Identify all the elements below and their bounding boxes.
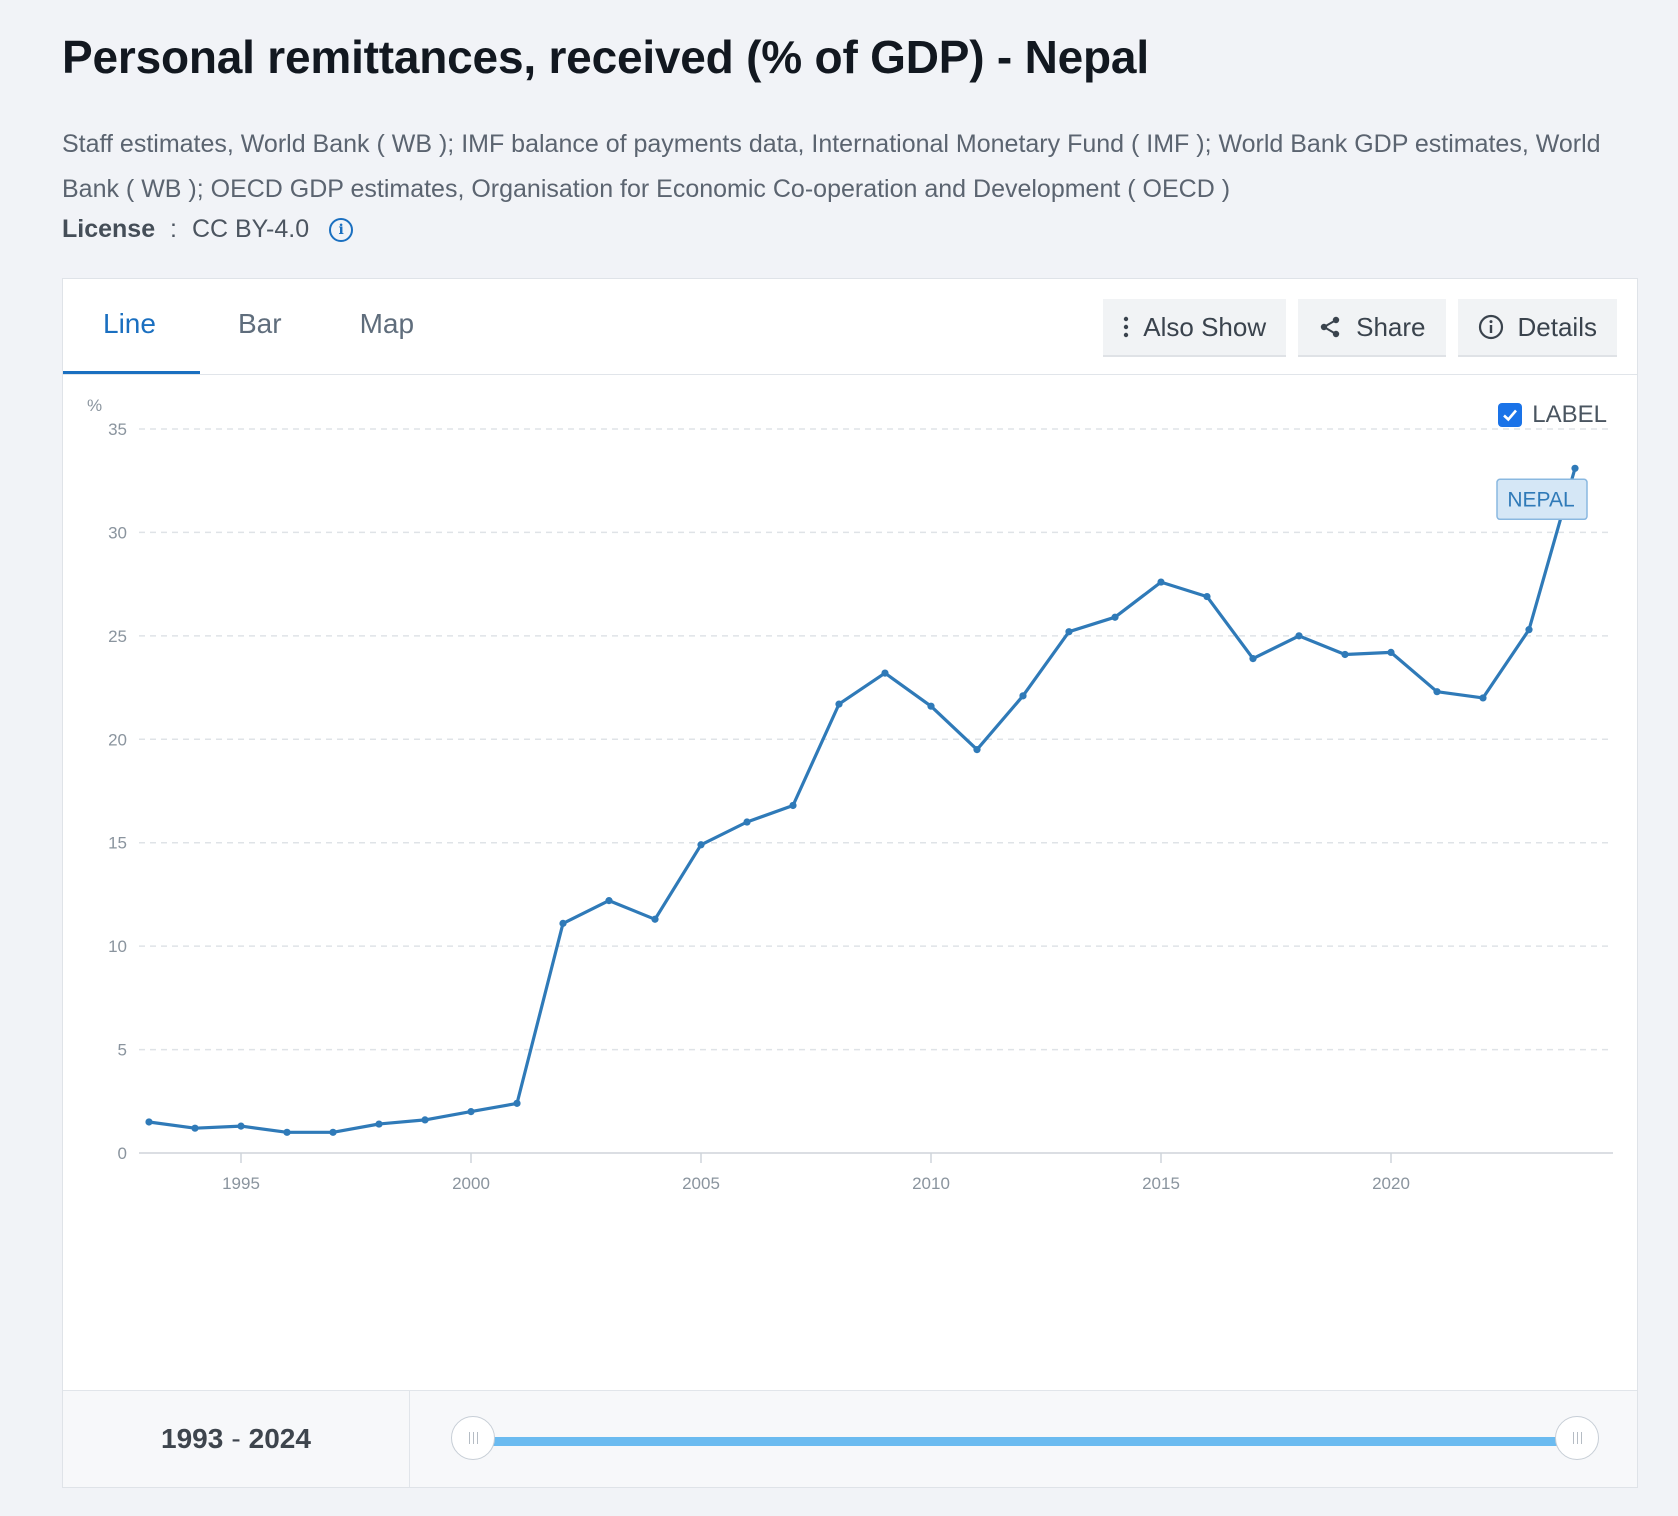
range-start: 1993 xyxy=(161,1423,224,1454)
y-tick-label: 20 xyxy=(108,730,127,749)
label-toggle-text: LABEL xyxy=(1532,401,1607,428)
y-tick-label: 10 xyxy=(108,937,127,956)
data-point[interactable] xyxy=(1111,613,1119,621)
data-point[interactable] xyxy=(1157,578,1165,586)
data-point[interactable] xyxy=(927,702,935,710)
page-title: Personal remittances, received (% of GDP… xyxy=(62,31,1149,83)
also-show-button[interactable]: Also Show xyxy=(1103,299,1287,357)
y-tick-label: 25 xyxy=(108,627,127,646)
data-point[interactable] xyxy=(1387,648,1395,657)
data-point[interactable] xyxy=(421,1116,429,1124)
data-point[interactable] xyxy=(1341,650,1349,659)
label-toggle[interactable]: LABEL xyxy=(1498,401,1607,429)
data-point[interactable] xyxy=(145,1118,153,1126)
range-handle-start[interactable] xyxy=(451,1416,495,1460)
y-axis-ticks: 0 5 10 15 20 25 30 35 xyxy=(108,420,127,1163)
more-vertical-icon xyxy=(1124,316,1129,338)
data-point[interactable] xyxy=(973,746,981,754)
source-text: Staff estimates, World Bank ( WB ); IMF … xyxy=(62,130,1601,203)
y-tick-label: 0 xyxy=(118,1144,127,1163)
tab-map[interactable]: Map xyxy=(359,308,415,339)
data-point[interactable] xyxy=(1571,464,1579,472)
info-circle-icon xyxy=(1478,314,1503,340)
tab-line[interactable]: Line xyxy=(63,279,200,375)
x-tick-label: 2010 xyxy=(912,1174,950,1193)
line-chart: % 0 5 10 15 20 25 30 35 1995 2000 2005 2010 2015 202… xyxy=(87,396,1613,1193)
range-label: 1993 - 2024 xyxy=(63,1391,410,1487)
data-point[interactable] xyxy=(513,1099,521,1107)
data-point[interactable] xyxy=(1433,688,1441,696)
data-point[interactable] xyxy=(375,1120,383,1128)
license-label: License xyxy=(62,215,156,243)
x-tick-label: 2015 xyxy=(1142,1174,1180,1193)
data-point[interactable] xyxy=(283,1128,291,1136)
y-tick-label: 5 xyxy=(118,1041,127,1060)
y-axis-label: % xyxy=(87,396,102,415)
check-icon xyxy=(1503,409,1518,422)
data-point[interactable] xyxy=(743,818,751,826)
also-show-label: Also Show xyxy=(1143,311,1267,342)
data-point[interactable] xyxy=(881,669,889,677)
info-icon[interactable]: i xyxy=(329,217,354,242)
data-point[interactable] xyxy=(1295,632,1303,640)
share-icon xyxy=(1320,316,1340,338)
data-point[interactable] xyxy=(237,1122,245,1130)
tabs-divider xyxy=(63,374,1637,375)
details-label: Details xyxy=(1517,311,1597,342)
data-point[interactable] xyxy=(1065,628,1073,636)
y-tick-label: 15 xyxy=(108,834,127,853)
y-tick-label: 35 xyxy=(108,420,127,439)
data-point[interactable] xyxy=(651,915,659,923)
data-point[interactable] xyxy=(835,700,843,708)
series-line-nepal xyxy=(148,467,1577,1134)
chart-toolbar: Also Show Share Details xyxy=(1103,299,1617,357)
range-handle-end[interactable] xyxy=(1555,1416,1599,1460)
data-point[interactable] xyxy=(1249,655,1257,663)
data-point[interactable] xyxy=(789,801,797,810)
x-tick-label: 2000 xyxy=(452,1174,490,1193)
x-tick-label: 2020 xyxy=(1372,1174,1410,1193)
data-point[interactable] xyxy=(191,1124,199,1132)
share-label: Share xyxy=(1356,311,1426,342)
label-checkbox[interactable] xyxy=(1498,403,1523,427)
data-point[interactable] xyxy=(559,919,567,927)
chart-card: Line Bar Map Also Show Share Details LAB… xyxy=(62,278,1638,1488)
data-point[interactable] xyxy=(329,1128,337,1136)
details-button[interactable]: Details xyxy=(1457,299,1617,357)
license-line: License : CC BY-4.0 i xyxy=(62,215,354,244)
tab-bar[interactable]: Bar xyxy=(238,308,282,339)
series-label-box xyxy=(1496,478,1588,521)
x-tick-label: 1995 xyxy=(222,1174,260,1193)
data-point[interactable] xyxy=(1203,592,1211,601)
series-label-nepal: NEPAL xyxy=(1496,478,1588,521)
data-point[interactable] xyxy=(605,897,613,905)
x-tick-label: 2005 xyxy=(682,1174,720,1193)
data-point[interactable] xyxy=(1019,692,1027,700)
range-separator: - xyxy=(231,1423,241,1454)
series-points xyxy=(145,464,1579,1136)
range-end: 2024 xyxy=(248,1423,311,1454)
x-axis-ticks: 1995 2000 2005 2010 2015 2020 xyxy=(222,1153,1410,1193)
y-tick-label: 30 xyxy=(108,523,127,542)
series-label-text: NEPAL xyxy=(1507,488,1574,511)
data-point[interactable] xyxy=(697,841,705,849)
range-selector: 1993 - 2024 xyxy=(63,1390,1637,1487)
data-point[interactable] xyxy=(1479,694,1487,702)
license-separator: : xyxy=(163,215,184,243)
data-point[interactable] xyxy=(467,1108,475,1116)
range-slider-track[interactable] xyxy=(493,1437,1583,1446)
license-value: CC BY-4.0 xyxy=(191,215,310,243)
chart-tabs: Line Bar Map xyxy=(63,279,454,375)
gridlines xyxy=(139,428,1613,1051)
share-button[interactable]: Share xyxy=(1298,299,1446,357)
data-point[interactable] xyxy=(1525,626,1533,634)
